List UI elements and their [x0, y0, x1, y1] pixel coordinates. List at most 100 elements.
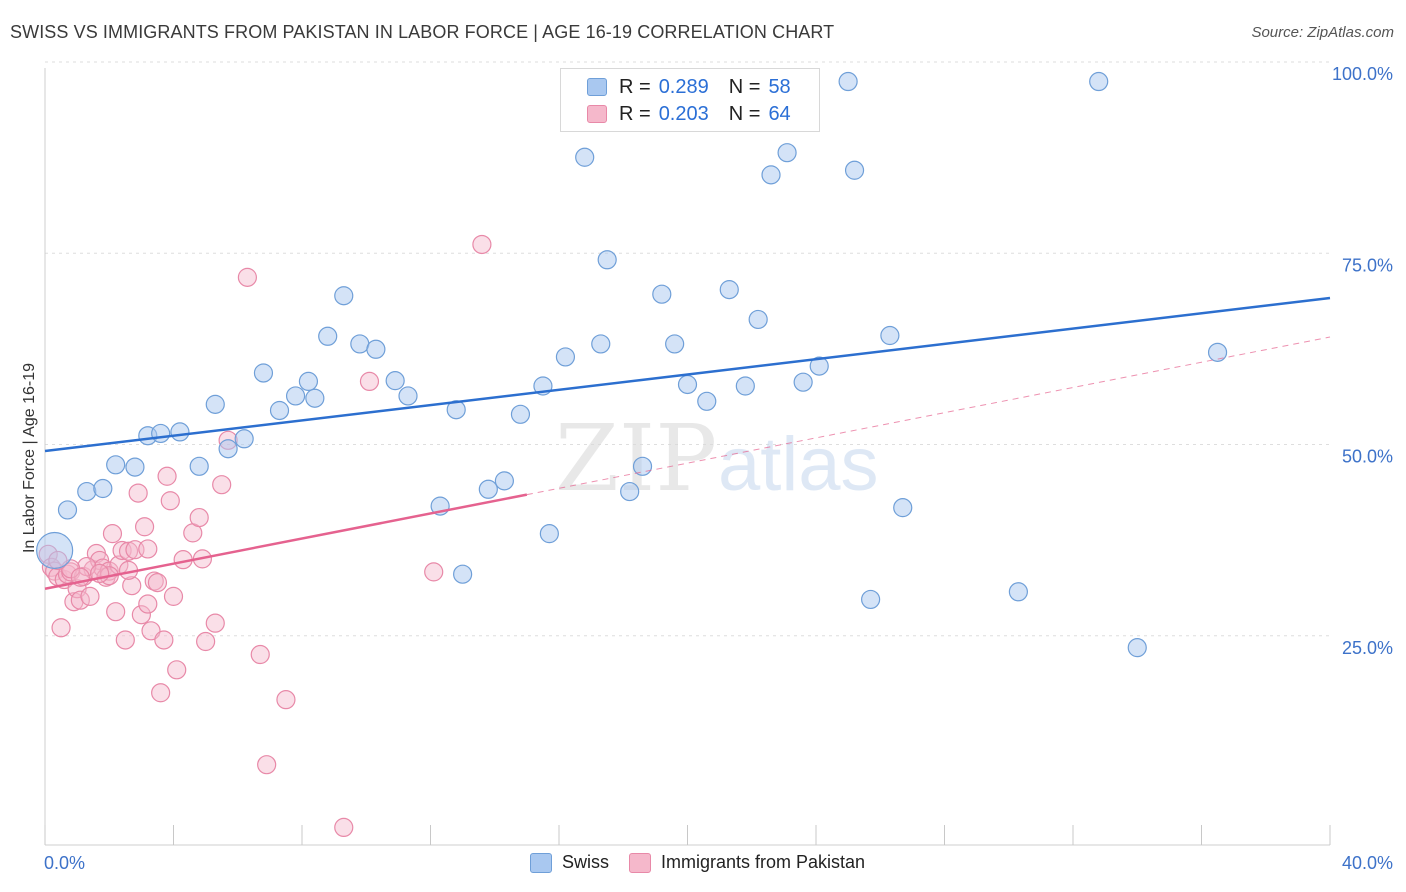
swiss-point	[1207, 342, 1228, 362]
swiss-point	[1008, 582, 1028, 602]
pakistan-point	[160, 491, 180, 511]
legend-n-label: N =	[728, 102, 761, 125]
pakistan-point	[70, 590, 90, 610]
stats-legend: R = 0.289 N = 58 R = 0.203 N = 64	[560, 68, 820, 132]
pakistan-point	[212, 475, 232, 495]
swiss-point	[93, 478, 113, 499]
pakistan-point	[154, 630, 174, 650]
y-tick-label: 75.0%	[1342, 255, 1393, 275]
trend-lines	[44, 296, 1331, 590]
swiss-point	[189, 456, 209, 476]
series-legend: Swiss Immigrants from Pakistan	[530, 852, 885, 873]
swiss-point	[234, 429, 254, 449]
pakistan-point	[196, 631, 216, 652]
pakistan-point	[118, 541, 139, 561]
swiss-point	[1127, 638, 1147, 658]
x-tick-label-max: 40.0%	[1342, 853, 1393, 873]
pakistan-point	[51, 618, 71, 638]
legend-row-pakistan: R = 0.203 N = 64	[587, 101, 791, 127]
legend-label-swiss: Swiss	[562, 852, 610, 872]
legend-item-swiss[interactable]: Swiss	[530, 852, 609, 873]
pakistan-point	[237, 267, 257, 287]
pakistan-point	[359, 371, 380, 392]
pakistan-point	[144, 571, 164, 591]
pakistan-point	[250, 644, 270, 665]
pakistan-point	[151, 683, 171, 703]
pakistan-point	[131, 605, 151, 625]
pakistan-point	[424, 562, 444, 582]
pakistan-point	[134, 517, 155, 537]
swiss-swatch	[530, 852, 552, 873]
x-tick-label-min: 0.0%	[44, 853, 85, 873]
swiss-point	[453, 564, 473, 584]
swiss-point	[398, 386, 418, 406]
watermark: ZIP atlas	[555, 405, 879, 512]
swiss-point	[861, 589, 881, 610]
series-pakistan-points	[38, 234, 492, 838]
pakistan-point	[189, 507, 209, 528]
swiss-point	[893, 498, 913, 518]
legend-r-label: R =	[619, 102, 651, 125]
swiss-point	[575, 147, 595, 167]
pakistan-point	[138, 594, 158, 614]
swiss-point	[57, 500, 78, 520]
pakistan-swatch	[629, 852, 652, 873]
swiss-point	[366, 339, 386, 359]
swiss-point	[761, 165, 781, 185]
legend-row-swiss: R = 0.289 N = 58	[587, 74, 791, 100]
pakistan-point	[257, 755, 277, 775]
pakistan-point	[472, 234, 492, 255]
swiss-point	[665, 334, 685, 354]
swiss-point	[880, 325, 900, 346]
swiss-point	[748, 309, 768, 330]
swiss-point	[318, 326, 338, 346]
swiss-point	[793, 372, 813, 392]
swiss-point	[253, 363, 274, 383]
swiss-point	[844, 160, 865, 180]
pakistan-point	[106, 602, 126, 622]
swiss-point	[305, 388, 325, 408]
swiss-point	[77, 481, 97, 502]
swiss-point	[478, 479, 498, 499]
source-note: Source: ZipAtlas.com	[1251, 24, 1394, 41]
pakistan-point	[128, 483, 148, 503]
swiss-point	[777, 143, 797, 163]
legend-r-label: R =	[619, 75, 651, 98]
swiss-swatch	[587, 78, 607, 96]
swiss-point	[205, 394, 225, 414]
pakistan-trend-line	[44, 493, 528, 590]
legend-r-value-swiss: 0.289	[658, 75, 709, 98]
swiss-point	[170, 422, 190, 442]
swiss-point	[510, 404, 531, 424]
y-tick-label: 100.0%	[1332, 64, 1393, 84]
swiss-point	[151, 423, 171, 444]
swiss-point	[446, 400, 466, 420]
pakistan-point	[163, 586, 184, 606]
legend-r-value-pakistan: 0.203	[658, 102, 709, 125]
swiss-point	[809, 356, 829, 376]
swiss-point	[539, 524, 559, 544]
swiss-point	[36, 531, 74, 570]
legend-n-value-swiss: 58	[768, 75, 791, 98]
pakistan-swatch	[587, 105, 607, 123]
gridlines	[45, 61, 1330, 637]
y-tick-label: 25.0%	[1342, 638, 1393, 658]
pakistan-point	[115, 630, 135, 650]
swiss-point	[620, 481, 640, 502]
swiss-point	[494, 471, 514, 491]
y-axis-title: In Labor Force | Age 16-19	[21, 363, 38, 553]
swiss-point	[125, 457, 145, 477]
swiss-point	[385, 371, 405, 391]
pakistan-point	[167, 660, 187, 680]
axes	[44, 68, 1331, 846]
swiss-point	[697, 391, 717, 411]
swiss-point	[719, 280, 739, 300]
swiss-point	[269, 400, 290, 421]
pakistan-point	[102, 524, 123, 544]
pakistan-point	[157, 466, 177, 486]
legend-item-pakistan[interactable]: Immigrants from Pakistan	[629, 852, 865, 873]
swiss-point	[677, 374, 698, 395]
legend-n-label: N =	[728, 75, 761, 98]
swiss-point	[106, 455, 126, 475]
